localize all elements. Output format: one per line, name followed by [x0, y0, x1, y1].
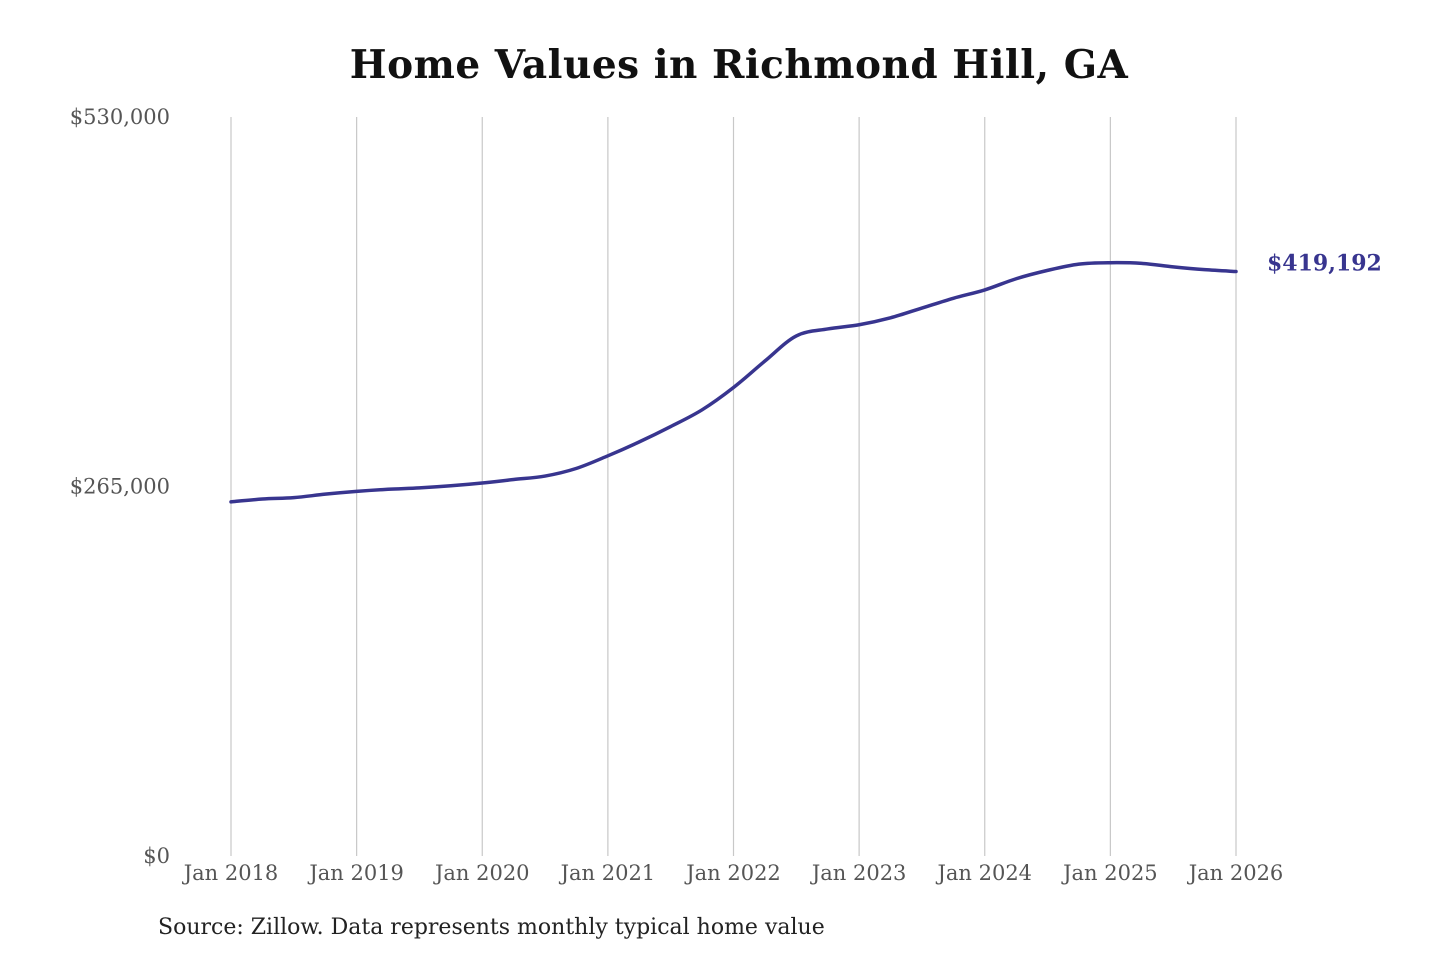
series-line	[229, 260, 1238, 504]
x-tick-label: Jan 2023	[810, 861, 907, 885]
x-tick-label: Jan 2020	[433, 861, 530, 885]
source-note: Source: Zillow. Data represents monthly …	[158, 915, 825, 940]
data-labels: $419,192	[1267, 251, 1382, 277]
x-tick-label: Jan 2025	[1061, 861, 1158, 885]
x-axis-ticks: Jan 2018 Jan 2019 Jan 2020 Jan 2021 Jan 2022…	[182, 861, 1284, 885]
series-layer	[229, 260, 1238, 504]
y-tick-label: $530,000	[70, 105, 170, 129]
x-tick-label: Jan 2026	[1187, 861, 1284, 885]
x-tick-label: Jan 2022	[684, 861, 781, 885]
y-tick-label: $0	[143, 844, 170, 868]
x-tick-label: Jan 2018	[182, 861, 279, 885]
y-tick-label: $265,000	[70, 475, 170, 499]
chart-title: Home Values in Richmond Hill, GA	[349, 42, 1129, 88]
y-axis-ticks: $530,000 $265,000 $0	[70, 105, 170, 868]
gridlines	[230, 117, 1237, 856]
x-tick-label: Jan 2024	[935, 861, 1032, 885]
x-tick-label: Jan 2019	[307, 861, 404, 885]
x-tick-label: Jan 2021	[559, 861, 656, 885]
end-value-label: $419,192	[1267, 251, 1382, 277]
